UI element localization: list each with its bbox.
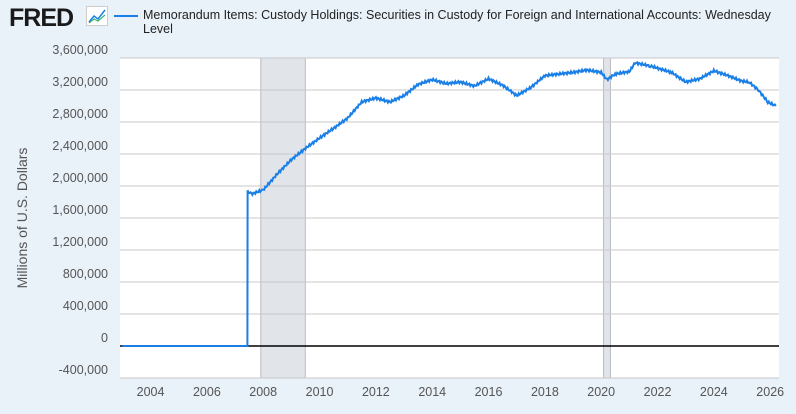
y-tick-label: 3,600,000 xyxy=(52,43,108,57)
x-tick-label: 2016 xyxy=(475,385,503,399)
y-tick-label: 2,000,000 xyxy=(52,171,108,185)
y-tick-label: 1,600,000 xyxy=(52,203,108,217)
x-tick-label: 2006 xyxy=(193,385,221,399)
x-tick-label: 2004 xyxy=(137,385,165,399)
series-line xyxy=(122,60,777,347)
y-tick-label: 1,200,000 xyxy=(52,235,108,249)
x-tick-label: 2010 xyxy=(306,385,334,399)
x-tick-label: 2018 xyxy=(531,385,559,399)
x-tick-label: 2012 xyxy=(362,385,390,399)
x-tick-label: 2022 xyxy=(644,385,672,399)
legend-swatch xyxy=(114,15,138,17)
y-tick-label: 0 xyxy=(101,331,108,345)
fred-logo: FRED xyxy=(9,4,74,32)
y-tick-label: -400,000 xyxy=(59,363,108,377)
x-tick-label: 2024 xyxy=(700,385,728,399)
legend-label: Memorandum Items: Custody Holdings: Secu… xyxy=(143,8,771,36)
x-tick-label: 2008 xyxy=(249,385,277,399)
x-tick-label: 2020 xyxy=(587,385,615,399)
y-tick-label: 2,800,000 xyxy=(52,107,108,121)
chart-icon xyxy=(86,6,108,26)
y-tick-label: 400,000 xyxy=(63,299,108,313)
y-tick-label: 3,200,000 xyxy=(52,75,108,89)
x-tick-label: 2014 xyxy=(418,385,446,399)
y-tick-label: 2,400,000 xyxy=(52,139,108,153)
y-tick-label: 800,000 xyxy=(63,267,108,281)
x-tick-label: 2026 xyxy=(756,385,784,399)
